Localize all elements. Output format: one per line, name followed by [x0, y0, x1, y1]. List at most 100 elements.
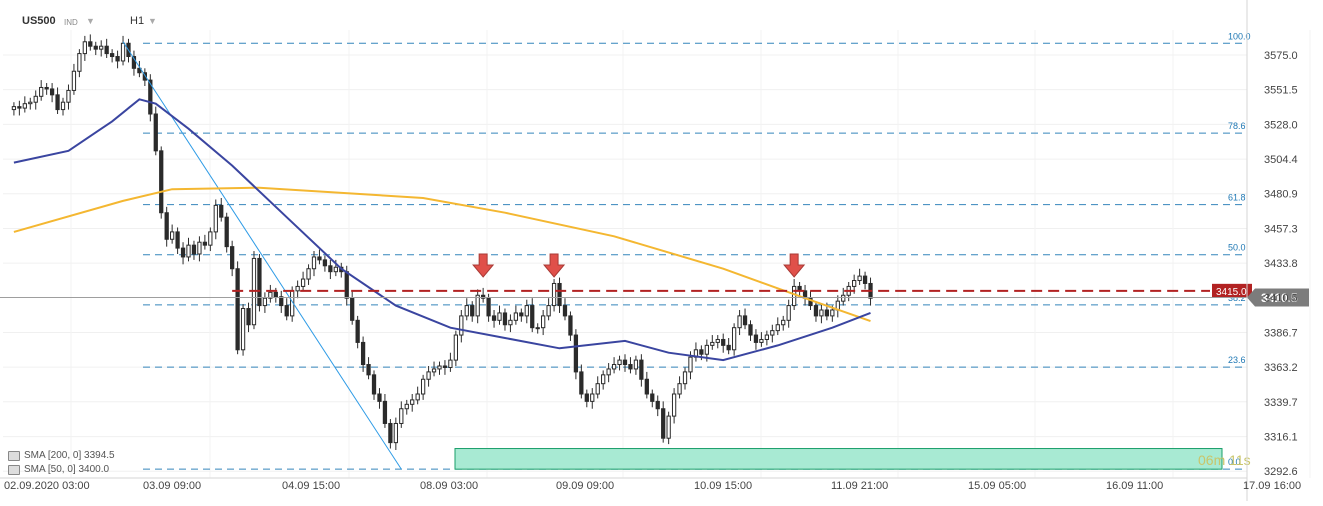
candle-body: [562, 305, 568, 317]
candle-body: [93, 45, 98, 50]
candle: [360, 336, 366, 372]
y-tick-label: 3504.4: [1264, 154, 1298, 166]
candle: [453, 330, 458, 366]
candle-body: [131, 56, 137, 69]
candle: [120, 35, 126, 66]
candle-body: [470, 305, 475, 317]
candle: [431, 361, 437, 377]
candle-body: [159, 150, 164, 214]
candle: [650, 389, 655, 408]
candle-body: [153, 113, 158, 152]
candle-body: [426, 371, 431, 380]
candle-body: [186, 244, 191, 258]
candle: [382, 394, 388, 428]
candle: [721, 333, 726, 353]
candle-body: [491, 315, 497, 321]
candle: [584, 389, 589, 408]
y-tick-label: 3551.5: [1264, 85, 1298, 97]
candle: [77, 49, 82, 78]
candle-body: [764, 334, 769, 340]
candle-body: [224, 216, 229, 248]
candle: [459, 310, 464, 343]
candle: [180, 242, 186, 265]
legend-sma50-label: SMA [50, 0] 3400.0: [24, 464, 110, 475]
candle-body: [644, 378, 649, 395]
market-tag: IND: [64, 18, 78, 27]
candle-body: [137, 67, 142, 74]
symbol-label[interactable]: US500: [22, 15, 56, 27]
legend-sma200[interactable]: SMA [200, 0] 3394.5: [8, 450, 115, 461]
y-tick-label: 3575.0: [1264, 50, 1298, 62]
candle-body: [257, 257, 262, 307]
candle-body: [350, 297, 355, 321]
candle: [426, 366, 431, 387]
candle-body: [633, 359, 639, 370]
candle-body: [792, 285, 797, 307]
candle-body: [535, 327, 540, 330]
candle: [202, 234, 208, 250]
candle-body: [360, 341, 366, 366]
candle: [230, 240, 235, 277]
candle-body: [551, 282, 557, 307]
legend-sma50[interactable]: SMA [50, 0] 3400.0: [8, 464, 109, 475]
candle: [49, 83, 55, 103]
candle: [317, 249, 322, 265]
candle: [350, 290, 355, 325]
candle: [546, 298, 551, 321]
candle-body: [44, 86, 49, 90]
candle: [857, 268, 862, 285]
y-tick-label: 3386.7: [1264, 328, 1298, 340]
candle-body: [650, 393, 655, 402]
symbol-dropdown-icon[interactable]: ▼: [86, 16, 95, 26]
candle: [481, 287, 486, 303]
candle-body: [546, 305, 551, 317]
candle-body: [497, 312, 502, 321]
candle-body: [317, 256, 322, 261]
candle: [197, 236, 202, 262]
candle-body: [786, 305, 791, 321]
timeframe-dropdown-icon[interactable]: ▼: [148, 16, 157, 26]
candle: [437, 361, 442, 375]
candle-body: [808, 297, 813, 307]
candle: [579, 364, 584, 399]
indicator-icon: [8, 464, 20, 475]
candle: [404, 399, 409, 415]
candle: [666, 411, 671, 445]
candle-body: [60, 101, 66, 111]
candle-body: [508, 319, 513, 326]
candle: [268, 284, 273, 303]
candle-body: [475, 294, 480, 317]
candle-body: [453, 334, 458, 361]
candle: [224, 212, 229, 253]
candle-body: [770, 330, 775, 336]
candle: [862, 271, 868, 290]
candle-body: [120, 42, 126, 62]
countdown-timer: 06m 11s: [1198, 452, 1251, 468]
candle-body: [284, 305, 289, 317]
candle-body: [721, 338, 726, 346]
candle-body: [726, 344, 731, 351]
candle: [322, 255, 328, 272]
candle: [601, 370, 606, 390]
x-tick-label: 03.09 09:00: [143, 480, 201, 492]
candle: [399, 401, 404, 428]
sma50-line: [13, 98, 871, 362]
candle-body: [459, 315, 464, 336]
candle: [737, 310, 742, 336]
candle-body: [852, 280, 857, 287]
candle: [797, 282, 802, 297]
candle-body: [393, 422, 398, 444]
timeframe-label[interactable]: H1: [130, 15, 145, 27]
candle-body: [213, 204, 218, 233]
candle-body: [235, 268, 240, 351]
candle-body: [682, 371, 688, 385]
candle: [519, 308, 524, 322]
y-tick-label: 3316.1: [1264, 432, 1298, 444]
candle: [115, 50, 120, 69]
candle-body: [661, 408, 666, 439]
candle-body: [437, 365, 442, 370]
candle: [693, 342, 699, 362]
candle: [682, 367, 688, 390]
